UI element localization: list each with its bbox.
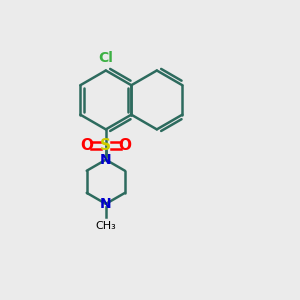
Text: N: N bbox=[100, 153, 112, 167]
Text: S: S bbox=[100, 138, 111, 153]
Text: O: O bbox=[80, 138, 93, 153]
Text: O: O bbox=[118, 138, 131, 153]
Text: Cl: Cl bbox=[98, 51, 113, 65]
Text: N: N bbox=[100, 197, 112, 211]
Text: CH₃: CH₃ bbox=[95, 221, 116, 231]
